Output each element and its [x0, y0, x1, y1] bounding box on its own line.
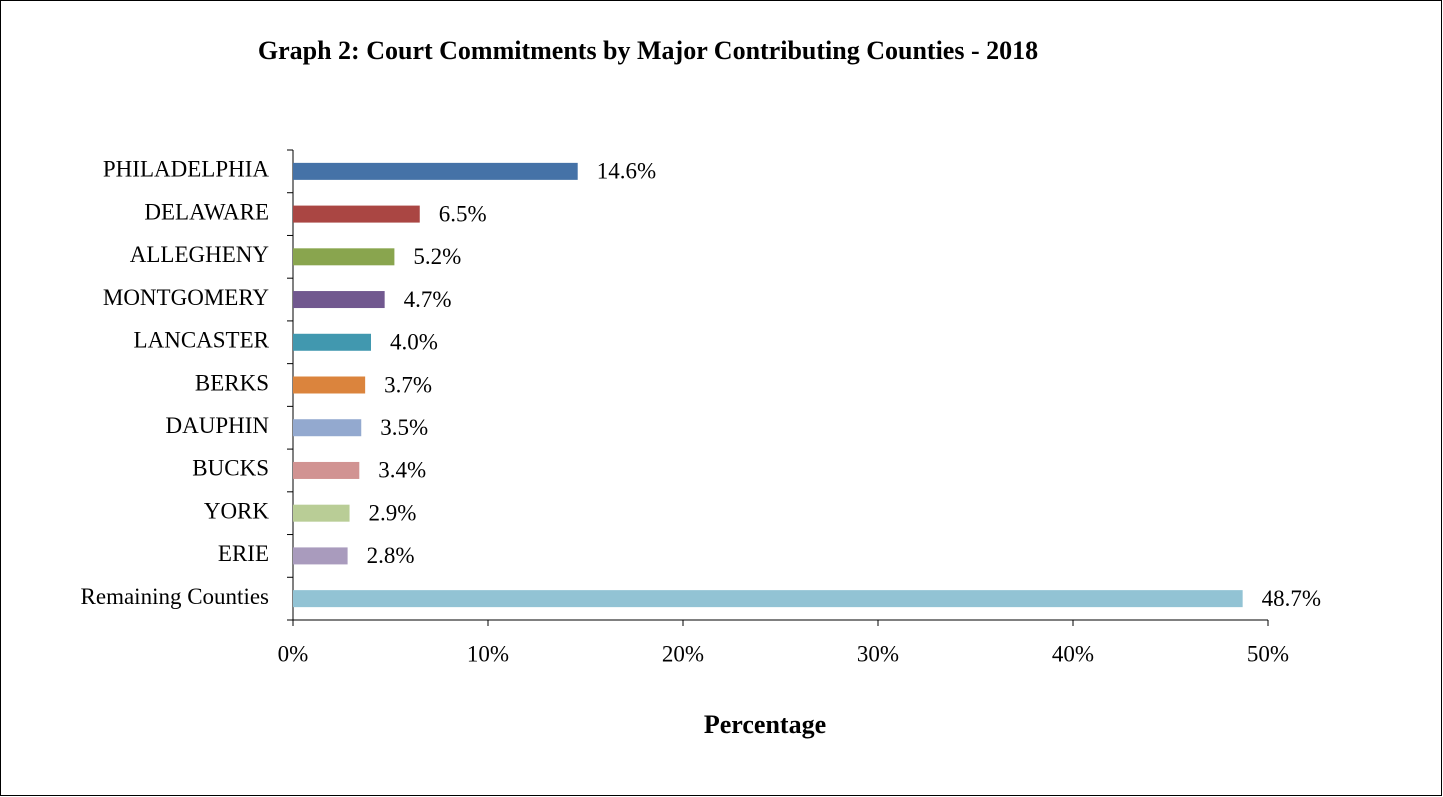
- value-label: 3.7%: [384, 372, 432, 397]
- bar: [293, 205, 420, 223]
- value-label: 48.7%: [1262, 586, 1321, 611]
- x-tick-label: 50%: [1247, 641, 1289, 666]
- x-tick-label: 10%: [467, 641, 509, 666]
- x-tick-label: 0%: [278, 641, 309, 666]
- bar: [293, 419, 362, 437]
- value-label: 2.9%: [369, 500, 417, 525]
- bar: [293, 162, 578, 180]
- y-tick-label: DELAWARE: [144, 199, 269, 224]
- value-label: 4.7%: [404, 287, 452, 312]
- value-label: 6.5%: [439, 201, 487, 226]
- bar: [293, 376, 366, 394]
- bar: [293, 333, 371, 351]
- value-label: 3.5%: [380, 415, 428, 440]
- bar: [293, 291, 385, 309]
- value-label: 5.2%: [413, 244, 461, 269]
- value-label: 4.0%: [390, 330, 438, 355]
- x-tick-label: 30%: [857, 641, 899, 666]
- bar: [293, 461, 360, 479]
- y-tick-label: DAUPHIN: [166, 413, 270, 438]
- x-tick-label: 20%: [662, 641, 704, 666]
- y-tick-label: YORK: [204, 498, 270, 523]
- chart-title: Graph 2: Court Commitments by Major Cont…: [258, 36, 1038, 65]
- y-tick-label: Remaining Counties: [81, 584, 270, 609]
- value-label: 14.6%: [597, 159, 656, 184]
- bar: [293, 248, 395, 266]
- y-tick-label: ERIE: [218, 541, 269, 566]
- x-tick-label: 40%: [1052, 641, 1094, 666]
- y-tick-label: BERKS: [195, 370, 269, 395]
- y-tick-label: ALLEGHENY: [130, 242, 270, 267]
- y-tick-label: PHILADELPHIA: [103, 157, 269, 182]
- value-label: 2.8%: [367, 543, 415, 568]
- x-axis-label: Percentage: [704, 710, 826, 739]
- y-tick-label: LANCASTER: [134, 328, 270, 353]
- bar: [293, 504, 350, 522]
- bar: [293, 590, 1243, 608]
- bar: [293, 547, 348, 565]
- value-label: 3.4%: [378, 458, 426, 483]
- y-tick-label: BUCKS: [192, 456, 269, 481]
- y-tick-label: MONTGOMERY: [103, 285, 270, 310]
